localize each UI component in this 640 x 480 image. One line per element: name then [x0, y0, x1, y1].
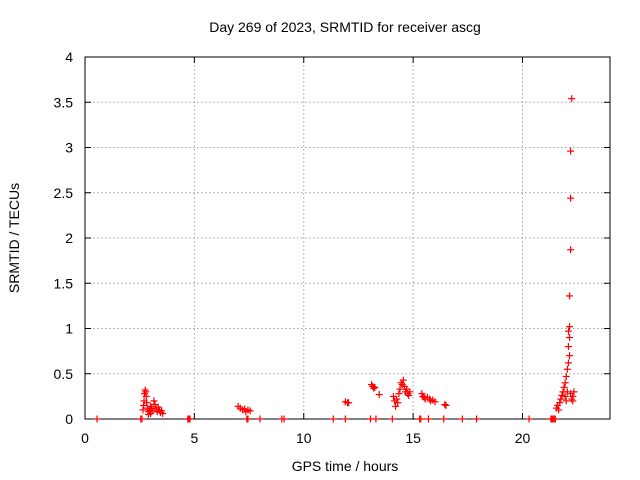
- data-point: [246, 407, 254, 415]
- data-point: [566, 334, 574, 342]
- data-point: [93, 415, 101, 423]
- data-point: [375, 391, 383, 399]
- data-point: [555, 406, 563, 414]
- data-point: [473, 415, 481, 423]
- data-point: [525, 415, 533, 423]
- data-point: [567, 194, 575, 202]
- data-point: [566, 292, 574, 300]
- x-tick-label: 10: [296, 430, 312, 446]
- y-tick-label: 3.5: [54, 94, 74, 110]
- data-point: [392, 402, 400, 410]
- data-point: [138, 415, 146, 423]
- chart-title: Day 269 of 2023, SRMTID for receiver asc…: [209, 19, 481, 35]
- data-point: [458, 415, 466, 423]
- data-point: [556, 399, 564, 407]
- data-point: [406, 388, 414, 396]
- data-point: [562, 372, 570, 380]
- data-point: [396, 385, 404, 393]
- data-point: [280, 415, 288, 423]
- data-point: [568, 95, 576, 103]
- data-point: [139, 406, 147, 414]
- data-point: [561, 392, 569, 400]
- data-point: [370, 384, 378, 392]
- tick-labels: 0 5 10 15 20 0 0.5 1 1.5 2 2.5 3 3.5 4: [54, 49, 531, 446]
- data-point: [564, 343, 572, 351]
- data-point: [562, 397, 570, 405]
- y-tick-label: 3: [65, 140, 73, 156]
- grid-lines: [85, 57, 610, 419]
- data-point: [561, 379, 569, 387]
- data-point: [395, 390, 403, 398]
- data-point: [566, 323, 574, 331]
- data-point: [388, 415, 396, 423]
- data-point: [329, 415, 337, 423]
- y-tick-label: 0.5: [54, 366, 74, 382]
- data-point: [143, 399, 151, 407]
- data-point: [142, 392, 150, 400]
- y-tick-label: 4: [65, 49, 73, 65]
- x-tick-label: 0: [81, 430, 89, 446]
- data-point: [560, 383, 568, 391]
- y-tick-label: 2.5: [54, 185, 74, 201]
- data-point: [440, 415, 448, 423]
- data-point: [564, 359, 572, 367]
- data-point: [141, 386, 149, 394]
- data-point: [341, 415, 349, 423]
- data-point: [566, 352, 574, 360]
- data-point: [563, 365, 571, 373]
- data-point: [147, 410, 155, 418]
- plot-frame: [84, 56, 611, 420]
- data-point: [558, 391, 566, 399]
- x-axis-label: GPS time / hours: [292, 458, 399, 474]
- data-point: [567, 147, 575, 155]
- data-point: [186, 415, 194, 423]
- data-point: [424, 415, 432, 423]
- x-tick-label: 5: [190, 430, 198, 446]
- axis-ticks: [84, 56, 610, 420]
- y-tick-label: 2: [65, 230, 73, 246]
- data-point: [256, 415, 264, 423]
- data-point: [399, 376, 407, 384]
- data-point: [405, 391, 413, 399]
- y-tick-label: 0: [65, 411, 73, 427]
- data-points: [93, 95, 578, 423]
- x-tick-label: 15: [405, 430, 421, 446]
- y-tick-label: 1.5: [54, 275, 74, 291]
- y-axis-label: SRMTID / TECUs: [6, 183, 22, 293]
- y-tick-label: 1: [65, 321, 73, 337]
- data-point: [441, 401, 449, 409]
- data-point: [244, 415, 252, 423]
- data-point: [569, 397, 577, 405]
- x-tick-label: 20: [515, 430, 531, 446]
- data-point: [564, 327, 572, 335]
- data-point: [567, 246, 575, 254]
- data-point: [431, 398, 439, 406]
- data-point: [372, 415, 380, 423]
- data-point: [371, 383, 379, 391]
- data-point: [150, 397, 158, 405]
- data-point: [393, 395, 401, 403]
- data-point: [159, 410, 167, 418]
- data-point: [570, 388, 578, 396]
- data-point: [557, 395, 565, 403]
- data-point: [394, 399, 402, 407]
- data-point: [345, 399, 353, 407]
- data-point: [417, 415, 425, 423]
- data-point: [551, 415, 559, 423]
- data-point: [442, 401, 450, 409]
